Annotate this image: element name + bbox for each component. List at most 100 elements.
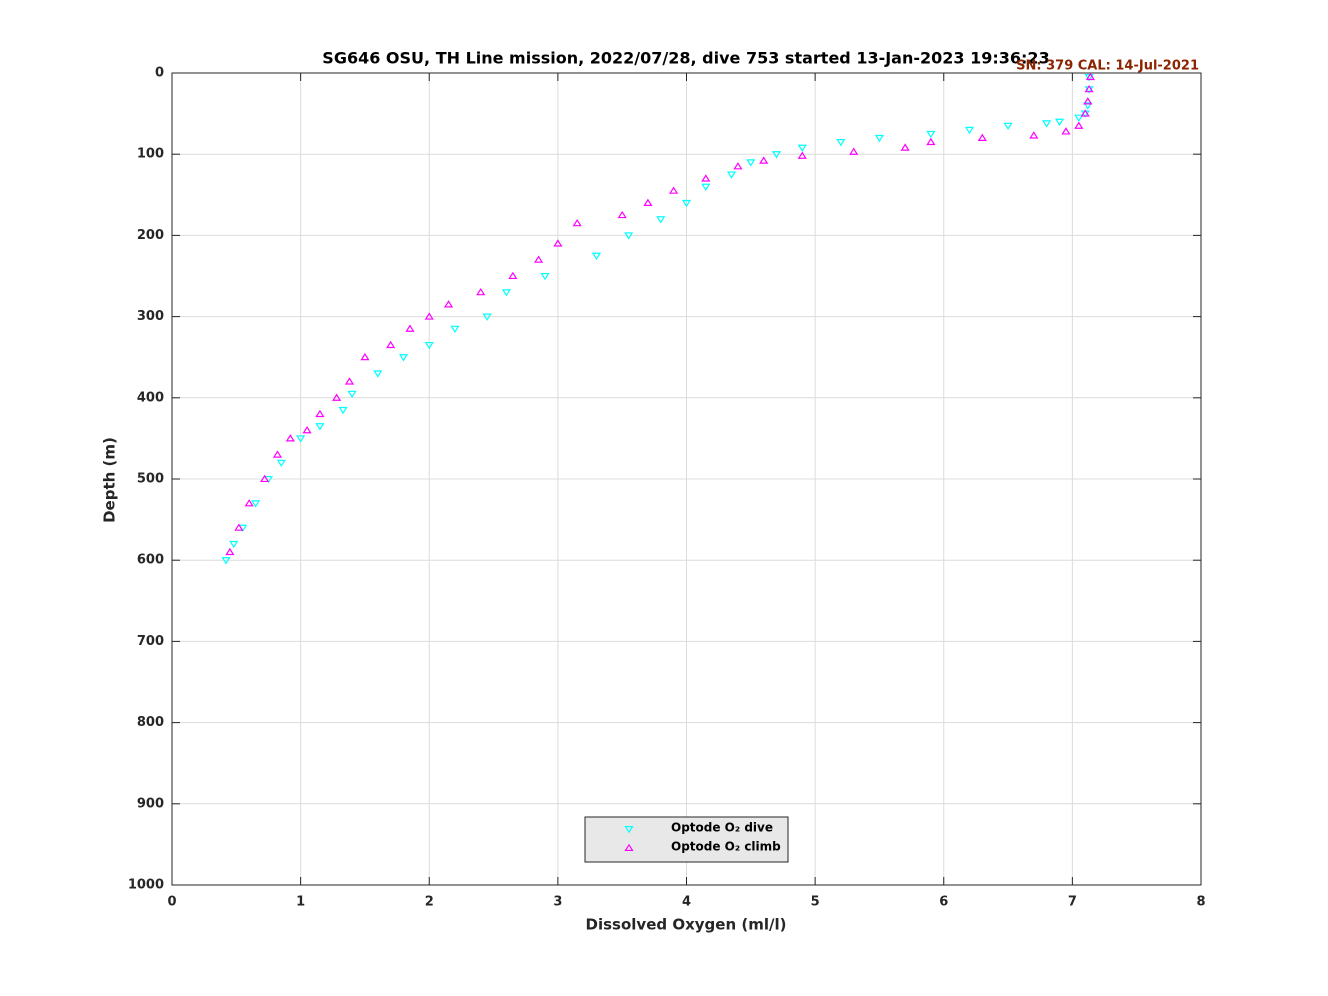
data-point: [1042, 120, 1052, 128]
data-point: [272, 450, 283, 458]
data-point: [1085, 72, 1095, 81]
x-axis-label: Dissolved Oxygen (ml/l): [586, 916, 787, 934]
data-point: [1029, 131, 1039, 139]
data-point: [533, 255, 544, 263]
data-point: [276, 459, 286, 468]
data-point: [900, 143, 910, 151]
data-point: [398, 354, 409, 362]
y-tick-label: 200: [137, 228, 164, 243]
data-point: [701, 174, 711, 182]
data-point: [302, 425, 312, 434]
data-point: [624, 232, 634, 240]
y-tick-label: 500: [137, 472, 164, 487]
data-point: [482, 313, 492, 321]
y-tick-label: 700: [137, 634, 164, 649]
y-tick-label: 1000: [128, 878, 164, 893]
data-point: [315, 423, 325, 431]
plot-frame: [171, 72, 1202, 886]
data-point: [701, 183, 711, 191]
data-point: [285, 434, 295, 442]
y-tick-label: 100: [137, 147, 164, 162]
data-point: [617, 210, 627, 219]
y-tick-label: 800: [137, 715, 164, 730]
data-point: [1084, 74, 1094, 82]
legend: Optode O₂ dive Optode O₂ climb: [584, 816, 789, 863]
annotation: SN: 379 CAL: 14-Jul-2021: [1016, 59, 1199, 74]
x-tick-label: 4: [682, 895, 691, 910]
y-tick-label: 400: [137, 390, 164, 405]
data-point: [332, 393, 342, 401]
data-point: [1083, 97, 1093, 105]
data-point: [591, 252, 602, 260]
data-point: [508, 271, 518, 280]
data-point: [681, 199, 692, 208]
data-point: [836, 138, 846, 147]
data-point: [656, 216, 666, 224]
data-point: [405, 324, 415, 332]
y-tick-label: 0: [155, 66, 164, 81]
y-axis-label: Depth (m): [101, 437, 119, 523]
x-tick-label: 8: [1196, 895, 1205, 910]
data-point: [450, 325, 460, 334]
data-point: [759, 156, 769, 164]
data-point: [443, 300, 454, 308]
data-point: [964, 126, 975, 135]
legend-box: [584, 816, 789, 863]
y-tick-label: 900: [137, 796, 164, 811]
data-point: [572, 218, 582, 227]
data-point: [553, 239, 563, 247]
data-point: [424, 341, 434, 350]
data-point: [424, 312, 434, 320]
data-point: [296, 435, 306, 443]
data-point: [260, 474, 270, 483]
data-point: [386, 340, 396, 349]
data-point: [797, 151, 807, 159]
chart-title: SG646 OSU, TH Line mission, 2022/07/28, …: [322, 49, 1049, 68]
data-point: [669, 186, 679, 194]
data-point: [1080, 109, 1090, 117]
data-point: [1054, 118, 1065, 127]
data-point: [726, 171, 737, 179]
x-tick-label: 3: [553, 895, 562, 910]
data-point: [225, 547, 235, 556]
legend-marker: [624, 843, 634, 852]
data-point: [746, 159, 756, 167]
data-point: [229, 540, 239, 549]
data-point: [643, 198, 653, 206]
y-tick-label: 300: [137, 309, 164, 324]
data-point: [1074, 121, 1084, 129]
data-point: [315, 409, 325, 418]
data-point: [797, 144, 807, 152]
data-point: [977, 133, 987, 142]
legend-marker: [624, 825, 634, 834]
x-tick-label: 2: [425, 895, 434, 910]
data-point: [926, 137, 936, 146]
data-point: [476, 287, 486, 296]
data-point: [540, 272, 550, 281]
data-point: [234, 523, 244, 531]
data-point: [360, 352, 370, 361]
x-tick-label: 5: [811, 895, 820, 910]
data-point: [874, 134, 885, 143]
data-point: [244, 499, 254, 507]
x-tick-label: 0: [167, 895, 176, 910]
x-tick-label: 7: [1068, 895, 1077, 910]
x-tick-label: 1: [296, 895, 305, 910]
data-point: [1083, 102, 1093, 110]
data-point: [771, 151, 782, 159]
data-point: [1084, 84, 1094, 93]
data-point: [347, 390, 357, 399]
data-point: [221, 557, 231, 565]
data-point: [1061, 127, 1071, 135]
data-point: [1003, 122, 1013, 131]
x-tick-label: 6: [939, 895, 948, 910]
data-point: [1074, 114, 1084, 122]
data-point: [849, 147, 859, 155]
data-point: [501, 289, 512, 297]
legend-label: Optode O₂ climb: [671, 840, 781, 854]
data-point: [251, 500, 261, 508]
data-point: [926, 130, 936, 139]
data-point: [733, 162, 743, 170]
legend-label: Optode O₂ dive: [671, 821, 773, 835]
